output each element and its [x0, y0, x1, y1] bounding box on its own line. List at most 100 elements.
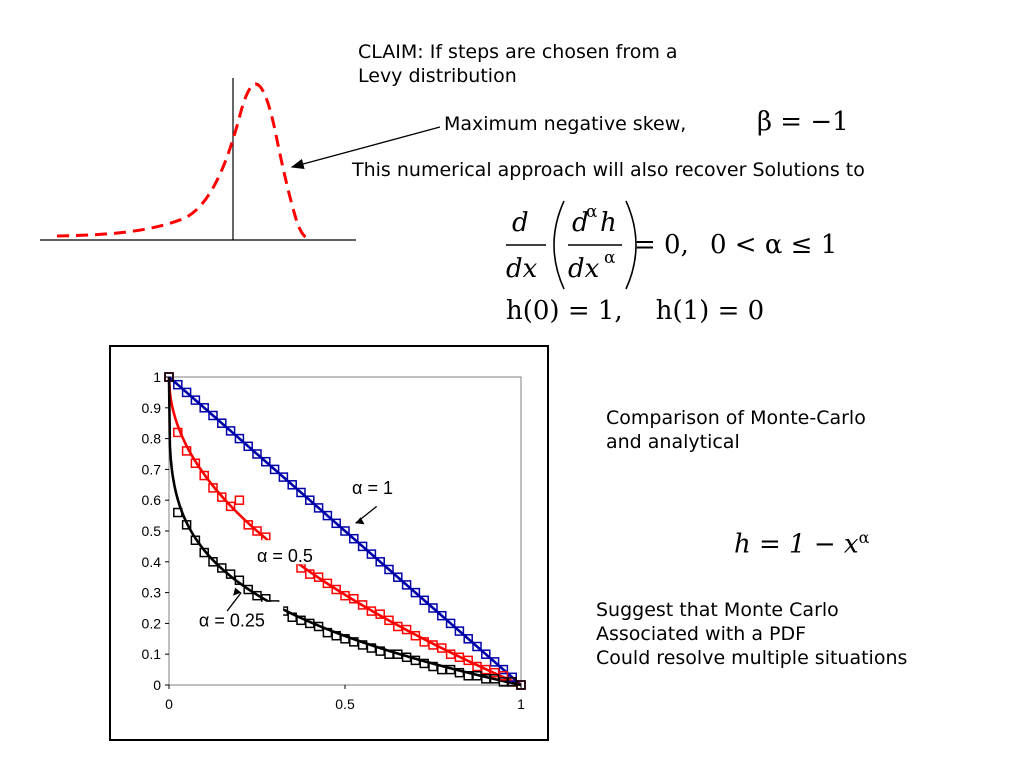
mc-point-alpha-1 — [234, 433, 245, 444]
mc-point-alpha-0.5 — [199, 470, 209, 481]
mc-point-alpha-0.25 — [296, 615, 306, 626]
annotation-alpha-1: α = 1 — [352, 478, 393, 498]
mc-point-alpha-1 — [287, 480, 297, 490]
comparison-line-1: Comparison of Monte-Carlo — [606, 407, 866, 429]
analytical-curve-alpha-0.25 — [167, 376, 522, 687]
mc-point-alpha-0.25 — [463, 671, 473, 681]
mc-point-alpha-0.25 — [217, 563, 227, 573]
mc-point-alpha-1 — [305, 495, 315, 505]
mc-point-alpha-0.5 — [445, 649, 456, 659]
mc-point-alpha-0.5 — [349, 594, 359, 604]
chart-frame — [109, 345, 549, 741]
mc-point-alpha-0.25 — [349, 637, 359, 647]
mc-point-alpha-0.25 — [225, 569, 236, 579]
claim-line-1: CLAIM: If steps are chosen from a — [358, 41, 678, 63]
annotation-alpha-0.25: α = 0.25 — [199, 610, 265, 630]
mc-point-alpha-1 — [181, 387, 192, 398]
mc-point-alpha-0.25 — [454, 667, 465, 678]
mc-point-alpha-1 — [393, 572, 403, 582]
analytical-curve-alpha-1 — [168, 376, 522, 686]
y-tick-label: 0.2 — [142, 615, 162, 631]
eq-rhs: = 0, — [634, 230, 689, 260]
y-tick-label: 0.3 — [142, 585, 162, 601]
mc-point-alpha-1 — [401, 580, 412, 590]
mc-point-alpha-0.25 — [340, 634, 350, 644]
solution-sup: α — [858, 528, 870, 547]
annotation-arrow-alpha-0.25 — [226, 592, 242, 612]
mc-point-alpha-1 — [454, 626, 465, 636]
mc-point-alpha-0.25 — [507, 677, 517, 687]
y-tick-label: 1 — [153, 369, 161, 385]
mc-point-alpha-1 — [366, 549, 377, 559]
suggest-line-1: Suggest that Monte Carlo — [596, 599, 839, 621]
mc-point-alpha-0.5 — [225, 501, 236, 512]
mc-point-alpha-1 — [243, 441, 253, 452]
mc-point-alpha-1 — [472, 641, 482, 652]
mc-point-alpha-0.25 — [190, 535, 201, 545]
mc-point-alpha-0.25 — [199, 547, 209, 558]
y-tick-label: 0.9 — [142, 400, 162, 416]
mc-point-alpha-1 — [463, 634, 473, 644]
mc-point-alpha-0.25 — [173, 507, 183, 518]
eq-left-paren — [553, 200, 565, 290]
solution-lhs: h = 1 − x — [734, 529, 859, 560]
comparison-text: Comparison of Monte-Carlo and analytical — [606, 406, 866, 454]
claim-line-2: Levy distribution — [358, 65, 517, 87]
mc-point-alpha-0.5 — [208, 483, 218, 493]
recover-text: This numerical approach will also recove… — [352, 159, 865, 181]
mc-point-alpha-0.25 — [410, 655, 421, 666]
annotation-arrowhead-alpha-0.25 — [233, 587, 242, 596]
mc-point-alpha-0.5 — [217, 492, 227, 502]
mc-point-alpha-0.25 — [322, 627, 333, 638]
mc-point-alpha-0.5 — [489, 667, 500, 678]
mc-point-alpha-0.5 — [481, 664, 491, 675]
eq-d: d — [512, 208, 529, 238]
mc-point-alpha-0.5 — [498, 671, 509, 681]
mc-point-alpha-1 — [296, 487, 306, 498]
eq-constraint: 0 < α ≤ 1 — [710, 230, 837, 260]
mc-point-alpha-1 — [225, 426, 236, 436]
mc-point-alpha-1 — [410, 587, 421, 598]
eq-den-dx: dx — [568, 254, 600, 284]
mc-point-alpha-0.25 — [428, 661, 438, 672]
fractional-ode-equation: d dx d α h dx α = 0, 0 < α ≤ 1 — [506, 200, 837, 290]
levy-pdf-curve — [56, 82, 313, 241]
mc-point-alpha-1 — [498, 664, 509, 675]
mc-point-alpha-0.5 — [393, 621, 403, 632]
mc-point-alpha-0.25 — [384, 649, 394, 659]
mc-point-alpha-0.5 — [173, 427, 183, 438]
mc-point-alpha-0.25 — [498, 677, 509, 687]
mc-point-alpha-1 — [481, 649, 491, 659]
mc-point-alpha-0.25 — [243, 584, 253, 595]
mc-point-alpha-0.25 — [401, 652, 412, 663]
x-tick-label: 0.5 — [335, 696, 355, 712]
mc-point-alpha-1 — [173, 379, 183, 390]
mc-point-alpha-0.25 — [472, 671, 482, 681]
mc-point-alpha-0.25 — [437, 664, 447, 675]
mc-point-alpha-0.5 — [410, 630, 421, 641]
mc-point-alpha-0.25 — [366, 643, 377, 653]
mc-point-alpha-1 — [384, 564, 394, 575]
eq-right-paren — [625, 200, 637, 290]
annotation-arrowhead-alpha-1 — [355, 517, 365, 525]
mc-point-alpha-0.5 — [428, 640, 438, 650]
analytical-solution: h = 1 − xα — [734, 528, 869, 560]
mc-point-alpha-0.5 — [366, 606, 377, 616]
suggest-text: Suggest that Monte Carlo Associated with… — [596, 598, 907, 670]
boundary-conditions: h(0) = 1, h(1) = 0 — [506, 296, 765, 326]
mc-point-alpha-0.5 — [331, 584, 341, 595]
mc-point-alpha-1 — [375, 557, 385, 567]
mc-point-alpha-0.25 — [445, 664, 456, 675]
mc-point-alpha-0.5 — [401, 624, 412, 635]
mc-point-alpha-1 — [428, 603, 438, 613]
y-tick-label: 0.4 — [142, 554, 162, 570]
mc-point-alpha-1 — [278, 472, 289, 482]
mc-point-alpha-0.25 — [287, 612, 297, 622]
mc-point-alpha-1 — [419, 595, 429, 606]
mc-point-alpha-0.5 — [322, 578, 333, 589]
mc-point-alpha-0.25 — [181, 520, 192, 530]
y-tick-label: 0.8 — [142, 431, 162, 447]
eq-num-h: h — [600, 208, 617, 238]
mc-point-alpha-0.25 — [305, 618, 315, 629]
mc-point-alpha-0.25 — [252, 590, 262, 601]
